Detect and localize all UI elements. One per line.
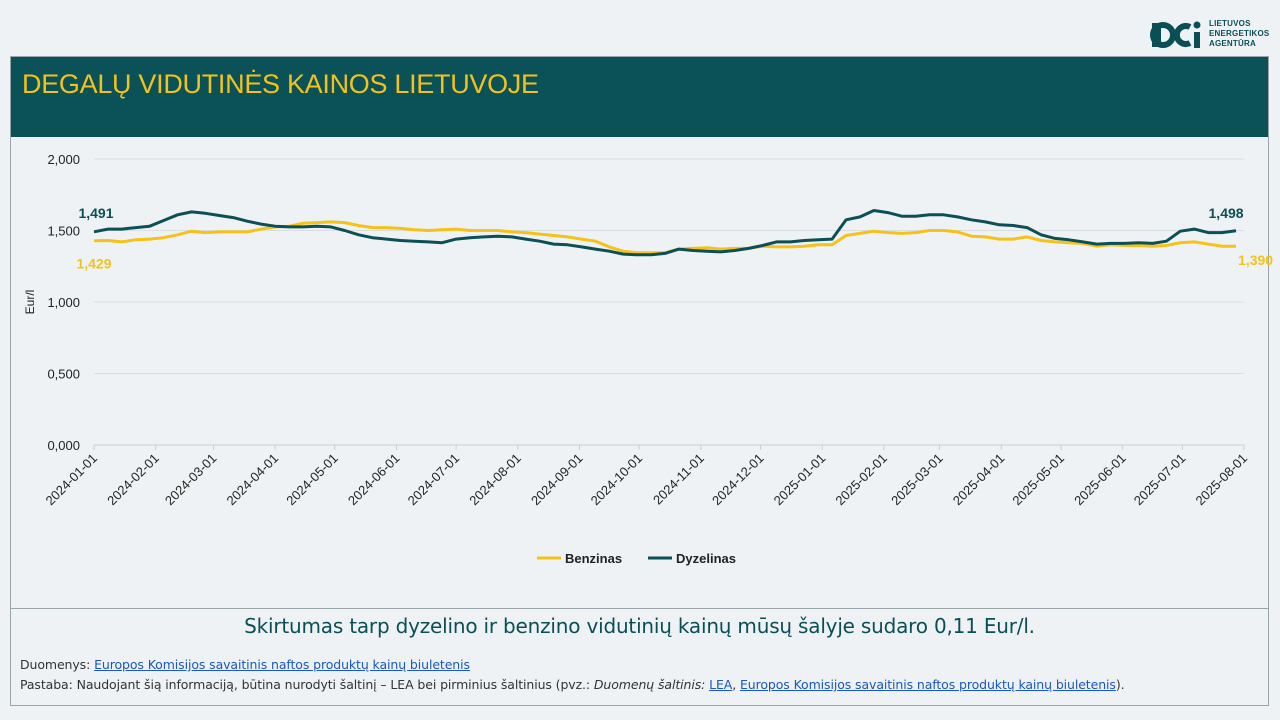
- series-line-benzinas: [93, 220, 1236, 255]
- y-tick-label: 1,000: [47, 295, 80, 310]
- x-tick-label: 2024-09-01: [528, 451, 586, 509]
- y-tick-label: 0,000: [47, 438, 80, 453]
- note-link-bulletin[interactable]: Europos Komisijos savaitinis naftos prod…: [739, 677, 1116, 692]
- x-tick-label: 2024-04-01: [224, 451, 282, 509]
- x-tick-label: 2025-08-01: [1192, 451, 1250, 509]
- content-frame: [10, 56, 1269, 706]
- note-italic: Duomenų šaltinis:: [593, 677, 710, 692]
- data-label-dyzelinas-last: 1,498: [1209, 205, 1244, 221]
- divider: [10, 608, 1269, 609]
- x-tick-label: 2024-08-01: [466, 451, 524, 509]
- series-line-dyzelinas: [93, 209, 1237, 257]
- x-tick-label: 2024-11-01: [650, 451, 707, 508]
- y-tick-label: 1,500: [47, 224, 80, 239]
- data-source-prefix: Duomenys:: [20, 657, 95, 672]
- x-tick-label: 2024-07-01: [405, 451, 463, 509]
- summary-text: Skirtumas tarp dyzelino ir benzino vidut…: [244, 614, 1035, 638]
- data-source-link[interactable]: Europos Komisijos savaitinis naftos prod…: [94, 657, 470, 672]
- x-tick-label: 2025-02-01: [832, 451, 890, 509]
- x-tick-label: 2024-03-01: [162, 451, 220, 509]
- page-title: DEGALŲ VIDUTINĖS KAINOS LIETUVOJE: [22, 69, 539, 99]
- lea-logo-icon: [1150, 21, 1201, 48]
- x-tick-label: 2025-07-01: [1131, 451, 1189, 509]
- data-label-benzinas-last: 1,390: [1238, 252, 1273, 268]
- logo-text: LIETUVOS ENERGETIKOS AGENTŪRA: [1209, 19, 1270, 48]
- x-tick-label: 2025-01-01: [771, 451, 829, 509]
- x-tick-label: 2024-02-01: [104, 451, 162, 509]
- note-link-lea[interactable]: LEA: [709, 677, 733, 692]
- x-tick-label: 2025-04-01: [950, 451, 1008, 509]
- x-tick-label: 2024-06-01: [345, 451, 403, 509]
- x-tick-label: 2025-05-01: [1009, 451, 1067, 509]
- x-tick-label: 2025-06-01: [1071, 451, 1129, 509]
- x-tick-label: 2024-12-01: [709, 451, 767, 509]
- x-tick-label: 2025-03-01: [888, 451, 946, 509]
- legend-label-dyzelinas: Dyzelinas: [676, 551, 736, 566]
- lea-logo: LIETUVOS ENERGETIKOS AGENTŪRA: [1150, 18, 1270, 52]
- data-label-benzinas-first: 1,429: [76, 256, 111, 272]
- y-axis-label: Eur/l: [23, 290, 37, 315]
- x-tick-label: 2024-05-01: [283, 451, 341, 509]
- data-source-line: Duomenys: Europos Komisijos savaitinis n…: [20, 657, 470, 672]
- note-separator: ,: [732, 677, 740, 692]
- header-bar: DEGALŲ VIDUTINĖS KAINOS LIETUVOJE: [11, 57, 1268, 137]
- x-tick-label: 2024-10-01: [588, 451, 646, 509]
- note-suffix: ).: [1115, 677, 1125, 692]
- data-label-dyzelinas-first: 1,491: [78, 205, 113, 221]
- x-tick-label: 2024-01-01: [42, 451, 100, 509]
- usage-note-line: Pastaba: Naudojant šią informaciją, būti…: [20, 677, 1125, 692]
- legend-label-benzinas: Benzinas: [565, 551, 622, 566]
- y-tick-label: 0,500: [47, 367, 80, 382]
- y-tick-label: 2,000: [47, 152, 80, 167]
- note-prefix: Pastaba: Naudojant šią informaciją, būti…: [20, 677, 594, 692]
